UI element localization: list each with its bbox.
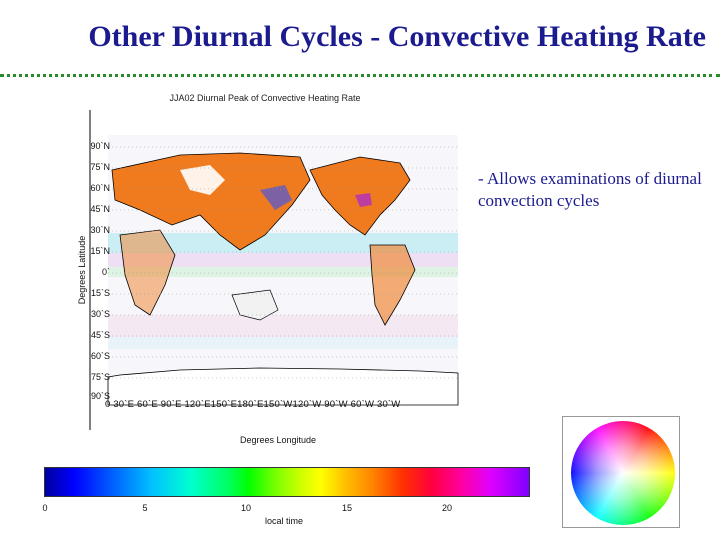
lat-tick: 75`S [90,372,110,382]
title-divider [0,74,720,77]
lat-tick: 30`N [90,225,110,235]
lat-tick: 45`S [90,330,110,340]
lat-tick: 60`N [90,183,110,193]
lon-tick-labels: 0 30`E 60`E 90`E 120`E150`E180`E150`W120… [105,399,401,410]
local-time-colorbar [44,467,530,497]
lat-tick: 75`N [90,162,110,172]
diurnal-map-figure: JJA02 Diurnal Peak of Convective Heating… [60,85,470,445]
colorbar-tick: 0 [42,503,48,513]
lat-tick: 90`S [90,391,110,401]
lat-tick: 0` [101,267,110,277]
color-wheel-legend [562,416,680,528]
colorbar-tick: 20 [441,503,452,513]
color-wheel-center [571,421,675,525]
lat-tick: 45`N [90,204,110,214]
world-map [89,110,459,430]
colorbar-tick: 10 [240,503,251,513]
colorbar-tick: 5 [142,503,148,513]
lat-tick: 15`N [90,246,110,256]
colorbar-label: local time [265,516,304,526]
x-axis-label: Degrees Longitude [240,435,317,445]
colorbar-tick: 15 [341,503,352,513]
bullet-text: - Allows examinations of diurnal convect… [478,169,702,210]
lat-tick: 90`N [90,141,110,151]
lat-tick: 60`S [90,351,110,361]
lat-tick: 15`S [90,288,110,298]
lat-tick: 30`S [90,309,110,319]
map-title: JJA02 Diurnal Peak of Convective Heating… [169,93,361,103]
y-axis-label: Degrees Latitude [77,235,87,305]
slide-title: Other Diurnal Cycles - Convective Heatin… [88,20,706,53]
